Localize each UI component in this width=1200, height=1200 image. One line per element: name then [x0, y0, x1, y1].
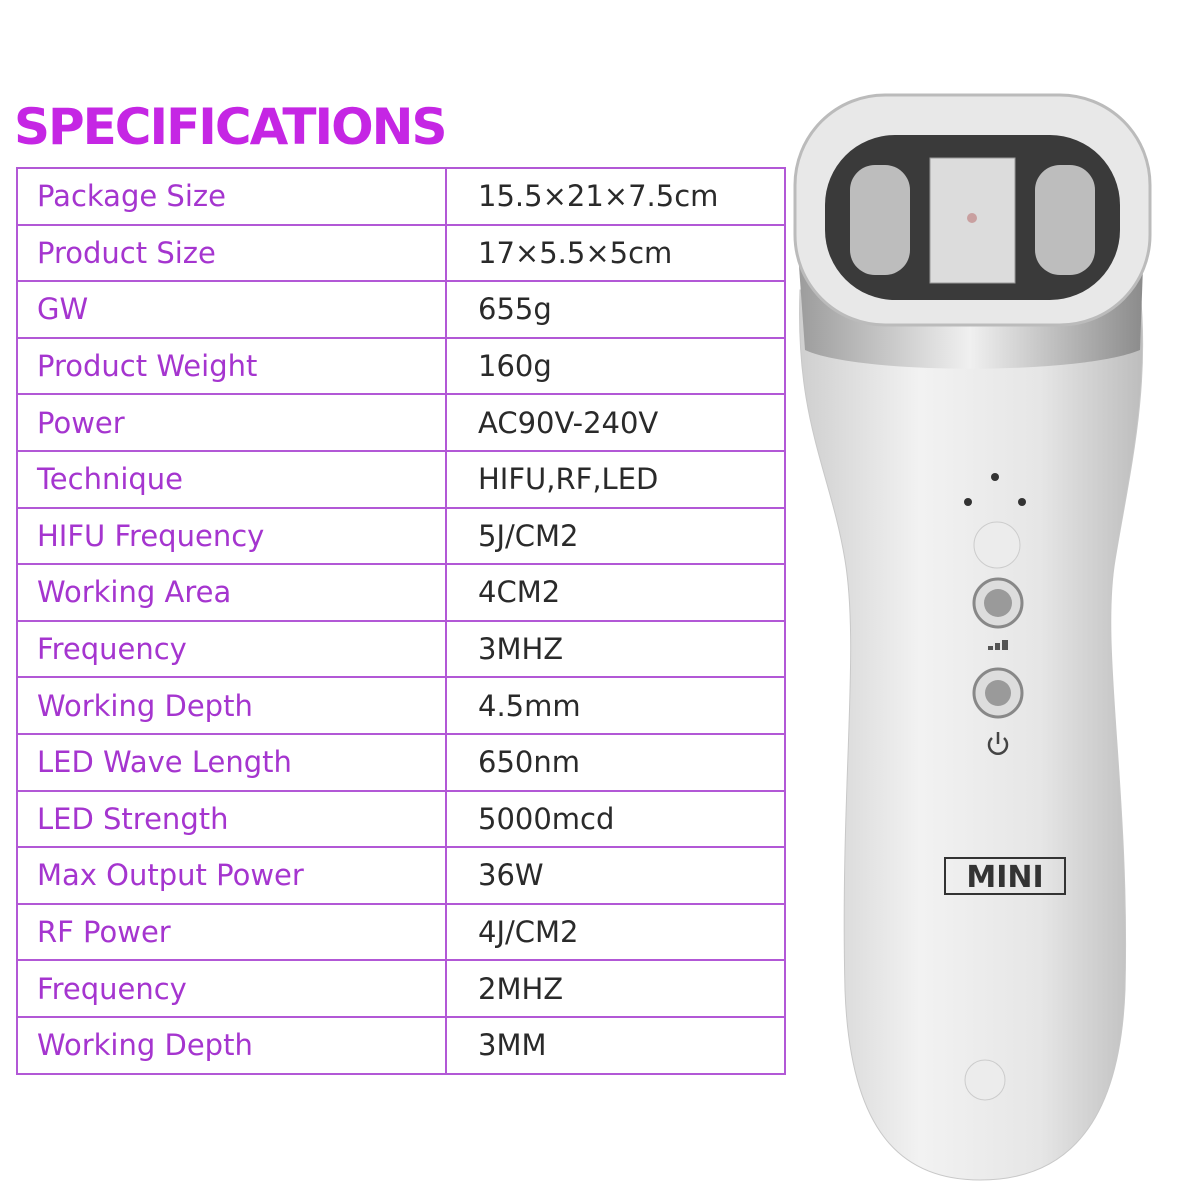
spec-label: Technique [16, 449, 447, 509]
spec-label: Working Area [16, 563, 447, 622]
led-button [973, 521, 1021, 569]
spec-value: 4CM2 [445, 563, 786, 622]
spec-row: Working Depth 3MM [16, 1015, 786, 1075]
spec-value: 17×5.5×5cm [445, 223, 786, 283]
spec-label: Package Size [16, 167, 447, 226]
spec-label: Power [16, 393, 447, 452]
spec-value: 2MHZ [445, 959, 786, 1018]
spec-row: Working Area 4CM2 [16, 563, 786, 622]
power-icon [987, 737, 1009, 755]
device-image: MINI [793, 93, 1152, 1181]
spec-label: Max Output Power [16, 846, 447, 905]
spec-row: HIFU Frequency 5J/CM2 [16, 506, 786, 566]
spec-value: HIFU,RF,LED [445, 449, 786, 509]
spec-row: LED Wave Length 650nm [16, 732, 786, 792]
spec-label: GW [16, 280, 447, 339]
spec-value: AC90V-240V [445, 393, 786, 452]
svg-text:MINI: MINI [966, 860, 1043, 895]
spec-label: Working Depth [16, 1015, 447, 1075]
spec-label: Frequency [16, 959, 447, 1018]
spec-value: 650nm [445, 732, 786, 792]
bottom-button [964, 1059, 1006, 1101]
spec-label: LED Wave Length [16, 732, 447, 792]
spec-row: Frequency 2MHZ [16, 959, 786, 1018]
spec-table: Package Size 15.5×21×7.5cm Product Size 17×… [16, 167, 786, 1075]
spec-value: 36W [445, 846, 786, 905]
spec-value: 5J/CM2 [445, 506, 786, 566]
spec-value: 4J/CM2 [445, 902, 786, 962]
spec-row: RF Power 4J/CM2 [16, 902, 786, 962]
spec-row: Product Size 17×5.5×5cm [16, 223, 786, 283]
spec-value: 3MM [445, 1015, 786, 1075]
spec-value: 4.5mm [445, 676, 786, 735]
spec-label: HIFU Frequency [16, 506, 447, 566]
spec-label: RF Power [16, 902, 447, 962]
spec-label: Product Weight [16, 336, 447, 396]
spec-value: 160g [445, 336, 786, 396]
spec-row: Technique HIFU,RF,LED [16, 449, 786, 509]
spec-label: Working Depth [16, 676, 447, 735]
mini-logo: MINI [944, 857, 1066, 895]
spec-row: LED Strength 5000mcd [16, 789, 786, 849]
spec-row: Power AC90V-240V [16, 393, 786, 452]
spec-row: Working Depth 4.5mm [16, 676, 786, 735]
spec-value: 5000mcd [445, 789, 786, 849]
sensor-dot [991, 473, 999, 481]
spec-row: Max Output Power 36W [16, 846, 786, 905]
device-body [799, 289, 1144, 1181]
spec-row: GW 655g [16, 280, 786, 339]
spec-row: Frequency 3MHZ [16, 619, 786, 679]
spec-row: Package Size 15.5×21×7.5cm [16, 167, 786, 226]
spec-value: 655g [445, 280, 786, 339]
spec-value: 3MHZ [445, 619, 786, 679]
spec-label: Frequency [16, 619, 447, 679]
page-title: SPECIFICATIONS [14, 98, 447, 156]
spec-label: Product Size [16, 223, 447, 283]
spec-value: 15.5×21×7.5cm [445, 167, 786, 226]
spec-row: Product Weight 160g [16, 336, 786, 396]
spec-label: LED Strength [16, 789, 447, 849]
